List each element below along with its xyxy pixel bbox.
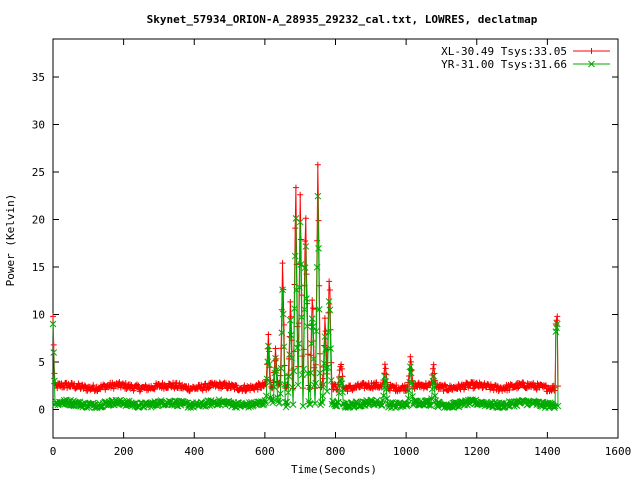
chart-title: Skynet_57934_ORION-A_28935_29232_cal.txt… — [147, 13, 538, 26]
series-line — [52, 164, 559, 393]
y-tick-label: 25 — [32, 166, 45, 179]
x-tick-label: 0 — [50, 445, 57, 458]
series-1 — [50, 161, 561, 395]
x-tick-label: 1600 — [605, 445, 632, 458]
y-tick-label: 0 — [38, 404, 45, 417]
legend-label: YR-31.00 Tsys:31.66 — [441, 58, 567, 71]
y-tick-label: 5 — [38, 356, 45, 369]
legend-label: XL-30.49 Tsys:33.05 — [441, 45, 567, 58]
x-tick-label: 1000 — [393, 445, 420, 458]
axis-ticks: 0 200 400 600 800 1000 1200 1400 1600 0 5 10 15 20 25 3… — [32, 39, 632, 458]
y-tick-label: 30 — [32, 119, 45, 132]
y-tick-label: 15 — [32, 261, 45, 274]
x-axis-label: Time(Seconds) — [291, 463, 377, 476]
series-2 — [49, 192, 562, 412]
plot-frame — [52, 38, 619, 439]
y-tick-label: 20 — [32, 214, 45, 227]
y-tick-label: 10 — [32, 309, 45, 322]
series-markers — [49, 192, 562, 412]
series-markers — [50, 161, 561, 395]
y-axis-label: Power (Kelvin) — [4, 194, 17, 287]
x-tick-label: 600 — [255, 445, 275, 458]
legend-marker — [588, 48, 595, 54]
x-tick-label: 400 — [184, 445, 204, 458]
legend-marker — [588, 60, 595, 68]
x-tick-label: 200 — [114, 445, 134, 458]
plot-area — [49, 161, 562, 412]
y-tick-label: 35 — [32, 71, 45, 84]
x-tick-label: 1400 — [534, 445, 561, 458]
x-tick-label: 800 — [326, 445, 346, 458]
x-tick-label: 1200 — [464, 445, 491, 458]
